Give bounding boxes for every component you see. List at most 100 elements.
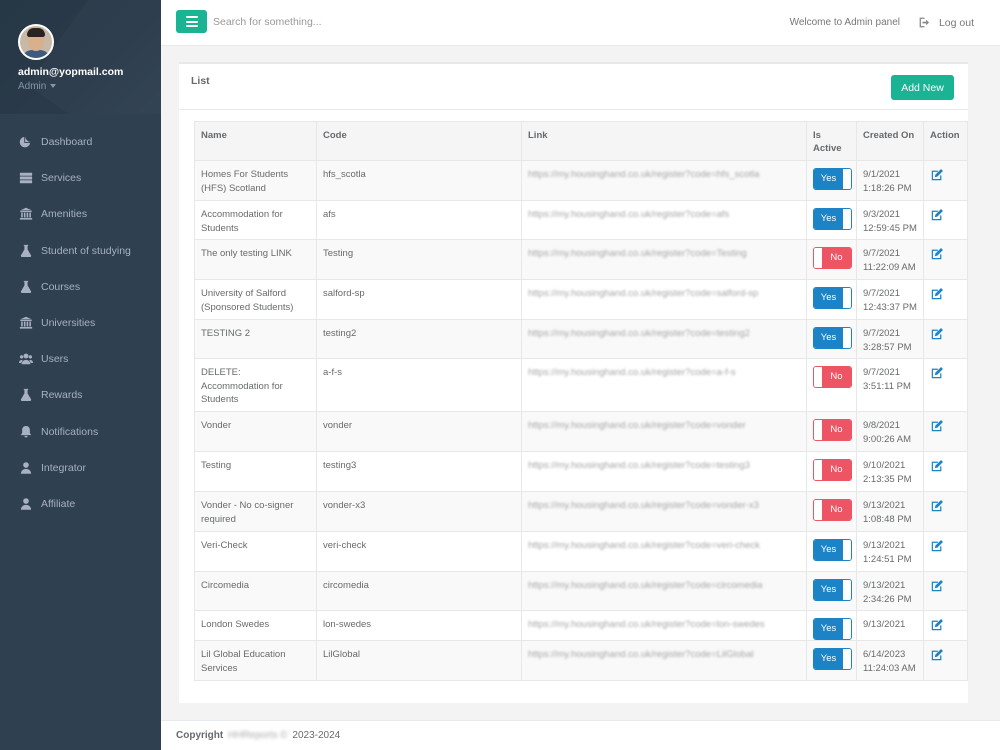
active-toggle[interactable]: Yes: [813, 208, 852, 230]
link-text[interactable]: https://my.housinghand.co.uk/register?co…: [528, 328, 750, 339]
sidebar-item-label: Services: [41, 172, 82, 185]
active-toggle[interactable]: Yes: [813, 327, 852, 349]
cell-code: testing2: [316, 319, 522, 359]
active-toggle[interactable]: Yes: [813, 287, 852, 309]
edit-icon[interactable]: [930, 419, 944, 433]
edit-icon[interactable]: [930, 579, 944, 593]
avatar[interactable]: [18, 24, 54, 60]
sidebar-item-rewards[interactable]: Rewards: [0, 377, 161, 413]
cell-code: afs: [316, 200, 522, 240]
cell-created: 9/13/2021 2:34:26 PM: [856, 571, 924, 611]
edit-icon[interactable]: [930, 459, 944, 473]
link-text[interactable]: https://my.housinghand.co.uk/register?co…: [528, 460, 750, 471]
created-time: 12:43:37 PM: [863, 301, 917, 313]
edit-icon[interactable]: [930, 366, 944, 380]
institution-icon: [18, 316, 34, 330]
sidebar-item-dashboard[interactable]: Dashboard: [0, 124, 161, 160]
cell-link: https://my.housinghand.co.uk/register?co…: [521, 319, 807, 359]
edit-icon[interactable]: [930, 247, 944, 261]
col-created[interactable]: Created On: [856, 121, 924, 161]
active-toggle[interactable]: Yes: [813, 618, 852, 640]
profile-panel: admin@yopmail.com Admin: [0, 0, 161, 114]
cell-name: TESTING 2: [194, 319, 317, 359]
created-time: 1:08:48 PM: [863, 513, 912, 525]
table-row: Vonder - No co-signer required vonder-x3 h…: [194, 491, 968, 532]
link-text[interactable]: https://my.housinghand.co.uk/register?co…: [528, 248, 747, 259]
active-toggle[interactable]: Yes: [813, 539, 852, 561]
sidebar-item-affiliate[interactable]: Affiliate: [0, 486, 161, 522]
active-toggle[interactable]: No: [813, 366, 852, 388]
sidebar-item-amenities[interactable]: Amenities: [0, 196, 161, 232]
link-text[interactable]: https://my.housinghand.co.uk/register?co…: [528, 420, 746, 431]
cell-active: No: [806, 358, 857, 412]
active-toggle[interactable]: Yes: [813, 648, 852, 670]
cell-created: 9/7/2021 3:51:11 PM: [856, 358, 924, 412]
link-text[interactable]: https://my.housinghand.co.uk/register?co…: [528, 209, 730, 220]
table-row: DELETE: Accommodation for Students a-f-s h…: [194, 358, 968, 412]
cell-name: Veri-Check: [194, 531, 317, 572]
table-row: Circomedia circomedia https://my.housingha…: [194, 571, 968, 611]
menu-toggle-button[interactable]: [176, 10, 207, 33]
cell-active: Yes: [806, 319, 857, 359]
edit-icon[interactable]: [930, 287, 944, 301]
col-name[interactable]: Name: [194, 121, 317, 161]
sidebar-item-users[interactable]: Users: [0, 341, 161, 377]
cell-action: [923, 200, 968, 240]
active-toggle[interactable]: No: [813, 419, 852, 441]
link-text[interactable]: https://my.housinghand.co.uk/register?co…: [528, 540, 760, 551]
active-toggle[interactable]: No: [813, 459, 852, 481]
created-date: 9/1/2021: [863, 169, 900, 180]
cell-active: Yes: [806, 200, 857, 240]
edit-icon[interactable]: [930, 327, 944, 341]
created-time: 1:24:51 PM: [863, 553, 912, 565]
link-text[interactable]: https://my.housinghand.co.uk/register?co…: [528, 649, 754, 660]
cell-created: 9/13/2021: [856, 610, 924, 641]
created-time: 9:00:26 AM: [863, 433, 912, 445]
table-row: London Swedes lon-swedes https://my.housin…: [194, 610, 968, 641]
active-toggle[interactable]: Yes: [813, 579, 852, 601]
links-table: Name Code Link Is Active Created On Acti…: [194, 121, 968, 681]
main-content: List Add New Name Code Link Is Active Cr…: [161, 46, 1000, 720]
toggle-label: No: [822, 420, 851, 440]
sidebar-item-notifications[interactable]: Notifications: [0, 414, 161, 450]
logout-link[interactable]: Log out: [918, 16, 974, 29]
sidebar-item-services[interactable]: Services: [0, 160, 161, 196]
edit-icon[interactable]: [930, 618, 944, 632]
created-time: 2:34:26 PM: [863, 593, 912, 605]
edit-icon[interactable]: [930, 539, 944, 553]
active-toggle[interactable]: No: [813, 247, 852, 269]
cell-name: Testing: [194, 451, 317, 492]
link-text[interactable]: https://my.housinghand.co.uk/register?co…: [528, 500, 759, 511]
link-text[interactable]: https://my.housinghand.co.uk/register?co…: [528, 619, 765, 630]
sidebar-item-universities[interactable]: Universities: [0, 305, 161, 341]
link-text[interactable]: https://my.housinghand.co.uk/register?co…: [528, 288, 759, 299]
toggle-label: Yes: [814, 288, 843, 308]
cell-active: Yes: [806, 531, 857, 572]
edit-icon[interactable]: [930, 168, 944, 182]
sidebar-item-integrator[interactable]: Integrator: [0, 450, 161, 486]
col-link[interactable]: Link: [521, 121, 807, 161]
link-text[interactable]: https://my.housinghand.co.uk/register?co…: [528, 367, 736, 378]
col-code[interactable]: Code: [316, 121, 522, 161]
active-toggle[interactable]: No: [813, 499, 852, 521]
edit-icon[interactable]: [930, 499, 944, 513]
cell-link: https://my.housinghand.co.uk/register?co…: [521, 279, 807, 320]
add-new-button[interactable]: Add New: [891, 75, 954, 100]
cell-link: https://my.housinghand.co.uk/register?co…: [521, 610, 807, 641]
cell-active: Yes: [806, 640, 857, 681]
col-active[interactable]: Is Active: [806, 121, 857, 161]
caret-down-icon: [50, 84, 57, 89]
active-toggle[interactable]: Yes: [813, 168, 852, 190]
cell-created: 9/10/2021 2:13:35 PM: [856, 451, 924, 492]
bell-icon: [18, 425, 34, 439]
users-icon: [18, 352, 34, 366]
sidebar-item-student-of-studying[interactable]: Student of studying: [0, 233, 161, 269]
link-text[interactable]: https://my.housinghand.co.uk/register?co…: [528, 580, 763, 591]
created-date: 9/3/2021: [863, 209, 900, 220]
profile-role-dropdown[interactable]: Admin: [18, 81, 143, 92]
link-text[interactable]: https://my.housinghand.co.uk/register?co…: [528, 169, 760, 180]
edit-icon[interactable]: [930, 648, 944, 662]
sidebar-item-courses[interactable]: Courses: [0, 269, 161, 305]
edit-icon[interactable]: [930, 208, 944, 222]
search-input[interactable]: [213, 12, 513, 32]
